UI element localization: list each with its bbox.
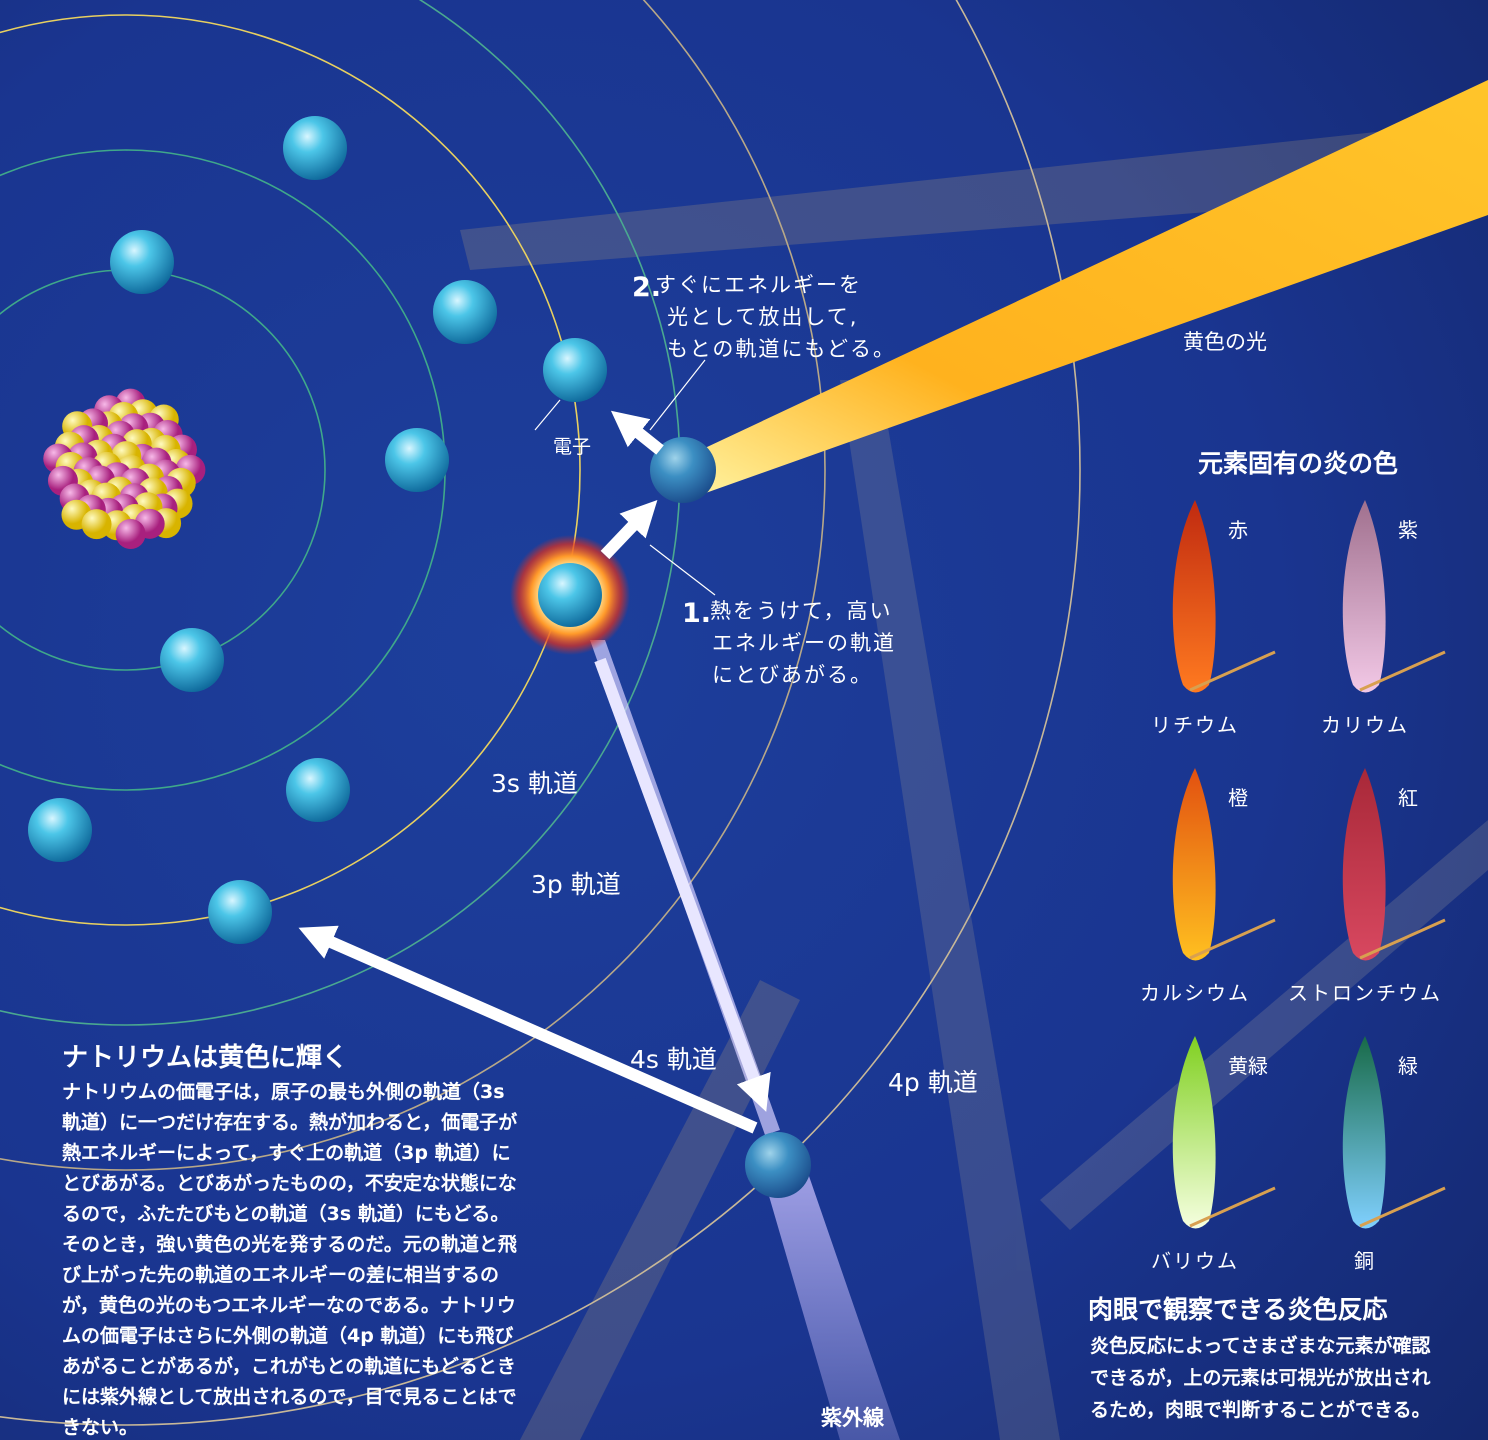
step-number: 1. (682, 598, 711, 629)
step-text: すぐにエネルギーを (655, 273, 862, 297)
flame (1172, 1036, 1216, 1229)
electron (538, 563, 602, 627)
electron (208, 880, 272, 944)
flame (1172, 500, 1216, 693)
electron (160, 628, 224, 692)
flame-color-name: 紅 (1398, 786, 1418, 810)
yellow-light-beam (690, 80, 1488, 495)
match (1359, 1186, 1446, 1228)
orbit (0, 0, 1081, 1426)
body-line: そのとき，強い黄色の光を発するのだ。元の軌道と飛 (62, 1233, 517, 1256)
arrows (298, 410, 771, 1134)
orbit (0, 0, 826, 1171)
match (1359, 650, 1446, 692)
body-line: るので，ふたたびもとの軌道（3s 軌道）にもどる。 (62, 1202, 509, 1225)
flame-color-name: 橙 (1228, 786, 1248, 810)
nucleon (81, 509, 112, 540)
body-line: あがることがあるが，これがもとの軌道にもどるとき (62, 1355, 516, 1378)
uv-label: 紫外線 (821, 1406, 885, 1430)
sodium-title: ナトリウムは黄色に輝く (62, 1042, 348, 1073)
match (1189, 650, 1276, 692)
electron (110, 230, 174, 294)
leader-lines (534, 359, 716, 596)
electron (283, 116, 347, 180)
electron (543, 338, 607, 402)
flame-color-name: 紫 (1398, 518, 1418, 542)
body-line: とびあがる。とびあがったものの，不安定な状態にな (62, 1172, 517, 1195)
excited-electron (745, 1132, 811, 1198)
electron (286, 758, 350, 822)
flame (1172, 768, 1216, 961)
element-name: カルシウム (1140, 981, 1250, 1005)
element-name: リチウム (1151, 713, 1239, 737)
sodium-body: ナトリウムの価電子は，原子の最も外側の軌道（3s 軌道）に一つだけ存在する。熱が加… (62, 1080, 517, 1439)
flame (1342, 1036, 1386, 1229)
orbital-label: 3p 軌道 (531, 870, 621, 899)
orbit (0, 14, 581, 926)
step-text: にとびあがる。 (712, 663, 873, 687)
element-name: バリウム (1151, 1249, 1239, 1273)
orbital-label: 4s 軌道 (630, 1045, 717, 1074)
element-name: カリウム (1321, 713, 1409, 737)
electrons (28, 116, 811, 1198)
orbital-label: 4p 軌道 (888, 1068, 978, 1097)
flame-color-name: 赤 (1228, 518, 1248, 542)
element-name: ストロンチウム (1288, 981, 1442, 1005)
match (1189, 1186, 1276, 1228)
excited-electron (650, 437, 716, 503)
body-line: 熱エネルギーによって，すぐ上の軌道（3p 軌道）に (62, 1141, 511, 1164)
nucleus (43, 388, 206, 549)
electron (433, 280, 497, 344)
uv-beam (760, 1150, 900, 1440)
body-line: ナトリウムの価電子は，原子の最も外側の軌道（3s (62, 1080, 505, 1103)
body-line: 軌道）に一つだけ存在する。熱が加わると，価電子が (62, 1111, 517, 1134)
element-name: 銅 (1354, 1249, 1376, 1273)
flame-color-name: 黄緑 (1228, 1054, 1268, 1078)
step-text: エネルギーの軌道 (712, 631, 896, 655)
nucleon (115, 518, 146, 549)
body-line: には紫外線として放出されるので，目で見ることはで (62, 1385, 517, 1408)
yellow-light-label: 黄色の光 (1183, 330, 1267, 354)
electron (385, 428, 449, 492)
electron (28, 798, 92, 862)
step-text: 熱をうけて，高い (710, 599, 893, 623)
electron-label: 電子 (553, 436, 591, 458)
step-text: 光として放出して, (667, 305, 858, 329)
flame-color-name: 緑 (1398, 1054, 1418, 1078)
step-number: 2. (632, 272, 661, 303)
body-line: び上がった先の軌道のエネルギーの差に相当するの (62, 1263, 499, 1286)
match (1189, 918, 1276, 960)
body-line: きない。 (62, 1417, 138, 1439)
observation-body: 炎色反応によってさまざまな元素が確認できるが，上の元素は可視光が放出されるため，… (1090, 1334, 1431, 1421)
body-line: できるが，上の元素は可視光が放出され (1090, 1366, 1430, 1389)
body-line: 炎色反応によってさまざまな元素が確認 (1090, 1334, 1430, 1357)
orbital-label: 3s 軌道 (491, 769, 578, 798)
flame (1342, 500, 1386, 693)
observation-title: 肉眼で観察できる炎色反応 (1088, 1295, 1388, 1324)
body-line: ムの価電子はさらに外側の軌道（4p 軌道）にも飛び (62, 1324, 513, 1347)
body-line: るため，肉眼で判断することができる。 (1090, 1398, 1431, 1421)
flame (1342, 768, 1386, 961)
flames-title: 元素固有の炎の色 (1198, 449, 1398, 478)
body-line: が，黄色の光のもつエネルギーなのである。ナトリウ (62, 1294, 516, 1317)
match (1359, 918, 1446, 960)
step-text: もとの軌道にもどる。 (667, 337, 896, 361)
